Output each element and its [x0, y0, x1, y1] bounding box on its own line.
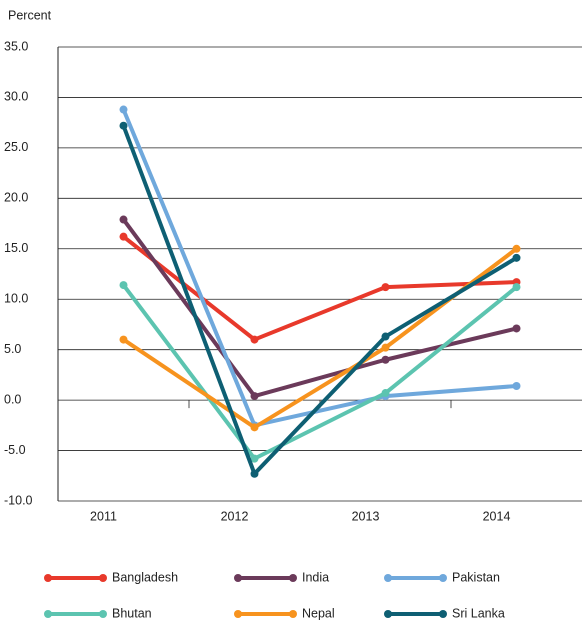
point [512, 283, 521, 292]
legend-dot [44, 610, 52, 618]
legend-dot [99, 574, 107, 582]
point [119, 232, 128, 241]
legend-label: Pakistan [452, 570, 500, 584]
point [119, 215, 128, 224]
legend-dot [439, 610, 447, 618]
y-tick-label: 35.0 [4, 39, 28, 53]
legend-dot [234, 574, 242, 582]
x-tick-label: 2014 [483, 509, 511, 523]
point [512, 253, 521, 262]
point [381, 389, 390, 398]
legend-label: India [302, 570, 329, 584]
point [512, 324, 521, 333]
series-line [122, 235, 517, 342]
point [119, 335, 128, 344]
point [381, 355, 390, 364]
y-tick-label: -5.0 [4, 443, 26, 457]
point [250, 392, 259, 401]
y-tick-label: 5.0 [4, 342, 21, 356]
point [250, 454, 259, 463]
series-line [121, 124, 518, 476]
legend-dot [44, 574, 52, 582]
point [381, 332, 390, 341]
legend-label: Bhutan [112, 606, 152, 620]
legend-dot [384, 574, 392, 582]
legend-dot [384, 610, 392, 618]
point [250, 335, 259, 344]
y-tick-label: 25.0 [4, 140, 28, 154]
series-line [121, 218, 517, 399]
point [119, 281, 128, 290]
y-tick-label: 0.0 [4, 392, 21, 406]
point [512, 244, 521, 253]
x-tick-label: 2012 [221, 509, 249, 523]
point [119, 105, 128, 114]
legend-dot [289, 574, 297, 582]
legend-label: Bangladesh [112, 570, 178, 584]
y-tick-label: 10.0 [4, 292, 28, 306]
point [381, 283, 390, 292]
legend-label: Nepal [302, 606, 335, 620]
point [512, 381, 521, 390]
y-tick-label: -10.0 [4, 493, 33, 507]
legend-label: Sri Lanka [452, 606, 505, 620]
y-tick-label: 15.0 [4, 241, 28, 255]
point [250, 469, 259, 478]
legend-dot [439, 574, 447, 582]
point [250, 423, 259, 432]
series-line [121, 108, 517, 428]
y-tick-label: 20.0 [4, 191, 28, 205]
legend-dot [289, 610, 297, 618]
y-tick-label: 30.0 [4, 90, 28, 104]
y-axis-label: Percent [8, 8, 52, 22]
x-tick-label: 2011 [90, 509, 117, 523]
series-line [121, 283, 518, 461]
legend-dot [234, 610, 242, 618]
x-tick-label: 2013 [352, 509, 380, 523]
point [381, 343, 390, 352]
legend-dot [99, 610, 107, 618]
point [119, 121, 128, 130]
